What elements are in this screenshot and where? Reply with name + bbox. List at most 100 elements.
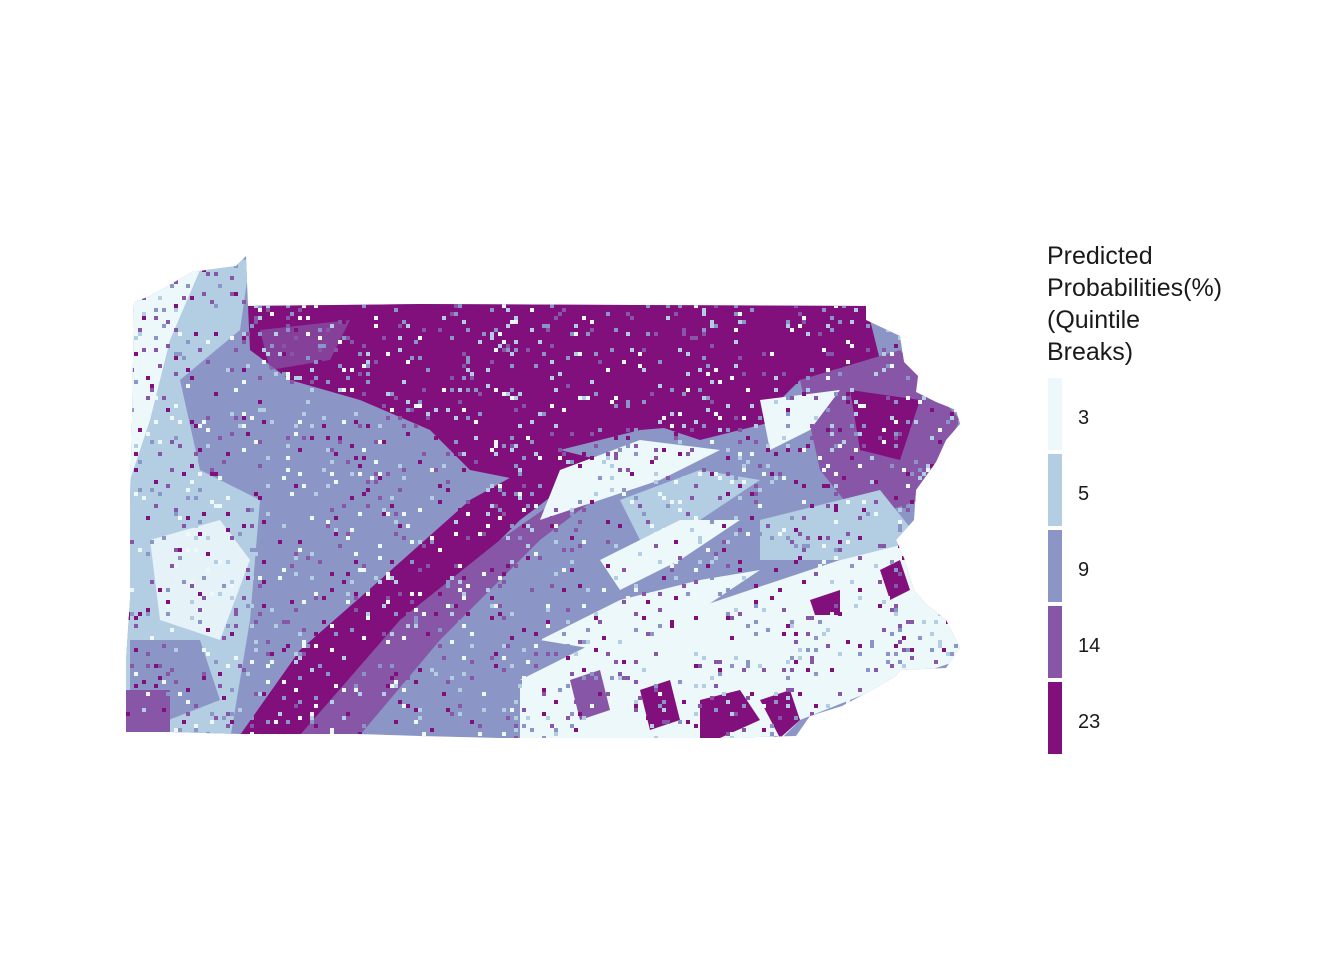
raster-cell <box>638 504 642 508</box>
raster-cell <box>934 388 938 392</box>
raster-cell <box>862 508 866 512</box>
raster-cell <box>466 500 470 504</box>
raster-cell <box>150 644 154 648</box>
raster-cell <box>590 500 594 504</box>
raster-cell <box>538 468 542 472</box>
raster-cell <box>726 616 730 620</box>
raster-cell <box>602 588 606 592</box>
raster-cell <box>798 648 802 652</box>
raster-cell <box>910 620 914 624</box>
raster-cell <box>638 552 642 556</box>
raster-cell <box>270 652 274 656</box>
raster-cell <box>162 376 166 380</box>
raster-cell <box>174 404 178 408</box>
raster-cell <box>730 376 734 380</box>
raster-cell <box>654 472 658 476</box>
raster-cell <box>722 524 726 528</box>
raster-cell <box>766 448 770 452</box>
raster-cell <box>142 680 146 684</box>
raster-cell <box>266 484 270 488</box>
raster-cell <box>446 740 450 744</box>
raster-cell <box>726 448 730 452</box>
raster-cell <box>662 720 666 724</box>
raster-cell <box>450 640 454 644</box>
raster-cell <box>362 448 366 452</box>
raster-cell <box>754 268 758 272</box>
raster-cell <box>762 728 766 732</box>
raster-cell <box>286 304 290 308</box>
raster-cell <box>842 308 846 312</box>
raster-cell <box>958 420 960 424</box>
raster-cell <box>714 368 718 372</box>
raster-cell <box>694 656 698 660</box>
raster-cell <box>962 648 966 652</box>
raster-cell <box>730 664 734 668</box>
raster-cell <box>826 568 830 572</box>
raster-cell <box>870 296 874 300</box>
raster-cell <box>466 512 470 516</box>
raster-cell <box>550 304 554 308</box>
raster-cell <box>734 328 738 332</box>
raster-cell <box>430 296 434 300</box>
raster-cell <box>962 468 966 472</box>
raster-cell <box>954 532 958 536</box>
raster-cell <box>734 304 738 308</box>
raster-cell <box>410 508 414 512</box>
raster-cell <box>674 560 678 564</box>
raster-cell <box>654 532 658 536</box>
raster-cell <box>290 312 294 316</box>
raster-cell <box>642 400 646 404</box>
raster-cell <box>826 428 830 432</box>
raster-cell <box>838 372 842 376</box>
raster-cell <box>722 268 726 272</box>
raster-cell <box>206 672 210 676</box>
raster-cell <box>178 548 182 552</box>
raster-cell <box>186 368 190 372</box>
raster-cell <box>334 684 338 688</box>
raster-cell <box>214 716 218 720</box>
raster-cell <box>474 612 478 616</box>
raster-cell <box>322 424 326 428</box>
raster-cell <box>678 452 682 456</box>
raster-cell <box>294 280 298 284</box>
raster-cell <box>622 568 626 572</box>
raster-cell <box>534 364 538 368</box>
raster-cell <box>198 488 202 492</box>
raster-cell <box>478 308 482 312</box>
raster-cell <box>218 592 222 596</box>
raster-cell <box>282 476 286 480</box>
raster-cell <box>298 700 302 704</box>
raster-cell <box>706 524 710 528</box>
raster-cell <box>614 572 618 576</box>
raster-cell <box>638 292 642 296</box>
raster-cell <box>818 620 822 624</box>
raster-cell <box>302 304 306 308</box>
raster-cell <box>654 264 658 268</box>
raster-cell <box>170 284 174 288</box>
raster-cell <box>670 500 674 504</box>
raster-cell <box>418 708 422 712</box>
raster-cell <box>346 532 350 536</box>
raster-cell <box>378 308 382 312</box>
raster-cell <box>402 476 406 480</box>
raster-cell <box>394 532 398 536</box>
raster-cell <box>430 672 434 676</box>
raster-cell <box>682 596 686 600</box>
raster-cell <box>306 356 310 360</box>
raster-cell <box>150 284 154 288</box>
raster-cell <box>298 316 302 320</box>
raster-cell <box>910 472 914 476</box>
raster-cell <box>854 700 858 704</box>
raster-cell <box>706 548 710 552</box>
raster-cell <box>438 616 442 620</box>
raster-cell <box>858 704 862 708</box>
raster-cell <box>418 508 422 512</box>
raster-cell <box>334 452 338 456</box>
raster-cell <box>850 424 854 428</box>
raster-cell <box>738 440 742 444</box>
raster-cell <box>350 368 354 372</box>
raster-cell <box>898 624 902 628</box>
raster-cell <box>154 464 158 468</box>
raster-cell <box>858 688 862 692</box>
raster-cell <box>858 404 862 408</box>
